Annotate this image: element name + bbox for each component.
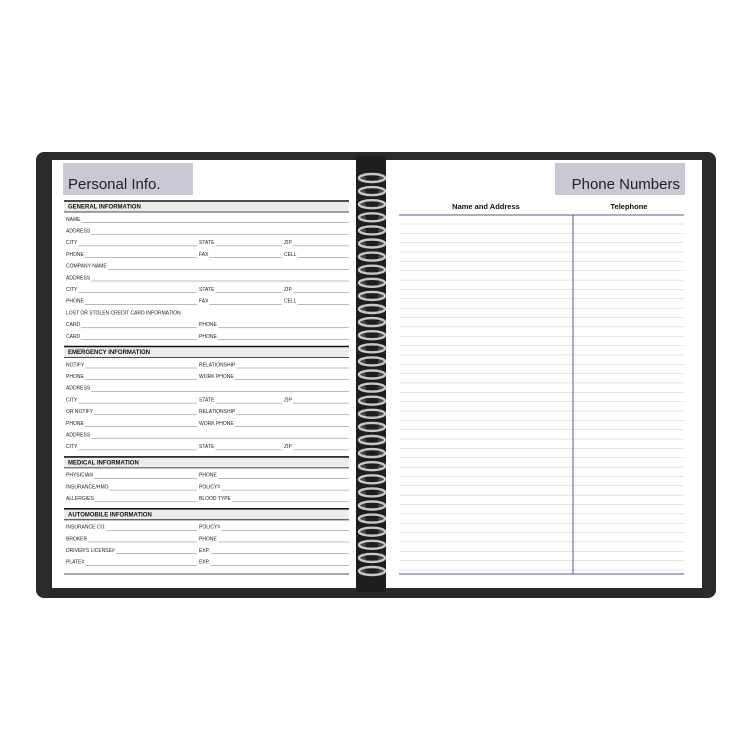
spiral-ring [357,172,387,184]
spiral-ring [357,408,387,419]
field-label: INSURANCE CO. [66,525,106,531]
field-label: ADDRESS [66,229,91,235]
spiral-ring [357,395,387,406]
field-label: CELL [284,299,297,305]
title-tab [63,163,193,195]
field-label: PHONE [66,374,84,380]
spiral-ring [357,303,387,315]
section-band [64,347,349,358]
spiral-ring [357,356,387,367]
field-label: NOTIFY [66,362,85,368]
spiral-ring [357,565,387,577]
spiral-ring [357,264,387,275]
field-label: ADDRESS [66,386,91,392]
spiral-ring [357,461,387,472]
section-band [64,457,349,468]
field-label: ZIP [284,287,292,293]
field-label: FAX [199,299,209,305]
field-label: STATE [199,397,215,403]
field-label: PHONE [199,473,217,479]
field-label: WORK PHONE [199,421,234,427]
spiral-ring [357,474,387,485]
spiral-ring [357,277,387,288]
spiral-ring [357,526,387,537]
field-label: EXP. [199,560,210,566]
field-label: CITY [66,397,78,403]
spiral-ring [357,225,387,236]
field-label: ADDRESS [66,275,91,281]
field-label: CARD [66,322,81,328]
field-label: PHONE [66,299,84,305]
field-label: CITY [66,444,78,450]
field-label: RELATIONSHIP [199,409,236,415]
spiral-ring [357,513,387,524]
field-label: LOST OR STOLEN CREDIT CARD INFORMATION [66,310,181,316]
spiral-ring [357,421,387,433]
field-label: CARD [66,334,81,340]
field-label: PHONE [66,421,84,427]
section-title: AUTOMOBILE INFORMATION [68,512,152,518]
spiral-ring [357,487,387,498]
section-band [64,509,349,520]
right-title: Phone Numbers [572,176,680,193]
spiral-ring [357,290,387,302]
field-label: FAX [199,252,209,258]
right-page [386,160,702,588]
spiral-ring [357,552,387,564]
section-title: EMERGENCY INFORMATION [68,350,150,356]
spiral-ring [357,198,387,210]
spiral-ring [357,212,387,223]
column-header: Telephone [611,202,648,211]
spiral-ring [357,434,387,446]
section-band [64,202,349,212]
field-label: CITY [66,240,78,246]
field-label: PLATE# [66,560,84,566]
spiral-ring [357,500,387,511]
title-tab [555,163,685,195]
field-label: OR NOTIFY [66,409,94,415]
field-label: COMPANY NAME [66,264,107,270]
field-label: CITY [66,287,78,293]
field-label: WORK PHONE [199,374,234,380]
spiral-ring [357,238,387,249]
field-label: ZIP [284,397,292,403]
section-title: MEDICAL INFORMATION [68,460,139,466]
section-title: GENERAL INFORMATION [68,205,141,211]
spiral-ring [357,382,387,393]
spiral-ring [357,343,387,354]
spiral-ring [357,330,387,341]
field-label: STATE [199,444,215,450]
field-label: RELATIONSHIP [199,362,236,368]
field-label: PHONE [66,252,84,258]
spiral-ring [357,185,387,197]
field-label: NAME [66,217,81,223]
field-label: ZIP [284,444,292,450]
field-label: ZIP [284,240,292,246]
field-label: CELL [284,252,297,258]
column-header: Name and Address [452,202,520,211]
field-label: PHONE [199,322,217,328]
field-label: PHYSICIAN [66,473,93,479]
spiral-ring [357,369,387,380]
field-label: BROKER [66,536,88,542]
spiral-ring [357,251,387,262]
field-label: PHONE [199,334,217,340]
field-label: INSURANCE/HMO [66,484,109,490]
field-label: ALLERGIES [66,496,94,502]
field-label: POLICY# [199,484,220,490]
field-label: EXP. [199,548,210,554]
field-label: STATE [199,287,215,293]
field-label: STATE [199,240,215,246]
spiral-ring [357,316,387,328]
spiral-ring [357,447,387,459]
field-label: DRIVER'S LICENSE# [66,548,115,554]
field-label: PHONE [199,536,217,542]
field-label: POLICY# [199,525,220,531]
field-label: BLOOD TYPE [199,496,232,502]
field-label: ADDRESS [66,433,91,439]
left-title: Personal Info. [68,176,161,193]
spiral-ring [357,539,387,550]
